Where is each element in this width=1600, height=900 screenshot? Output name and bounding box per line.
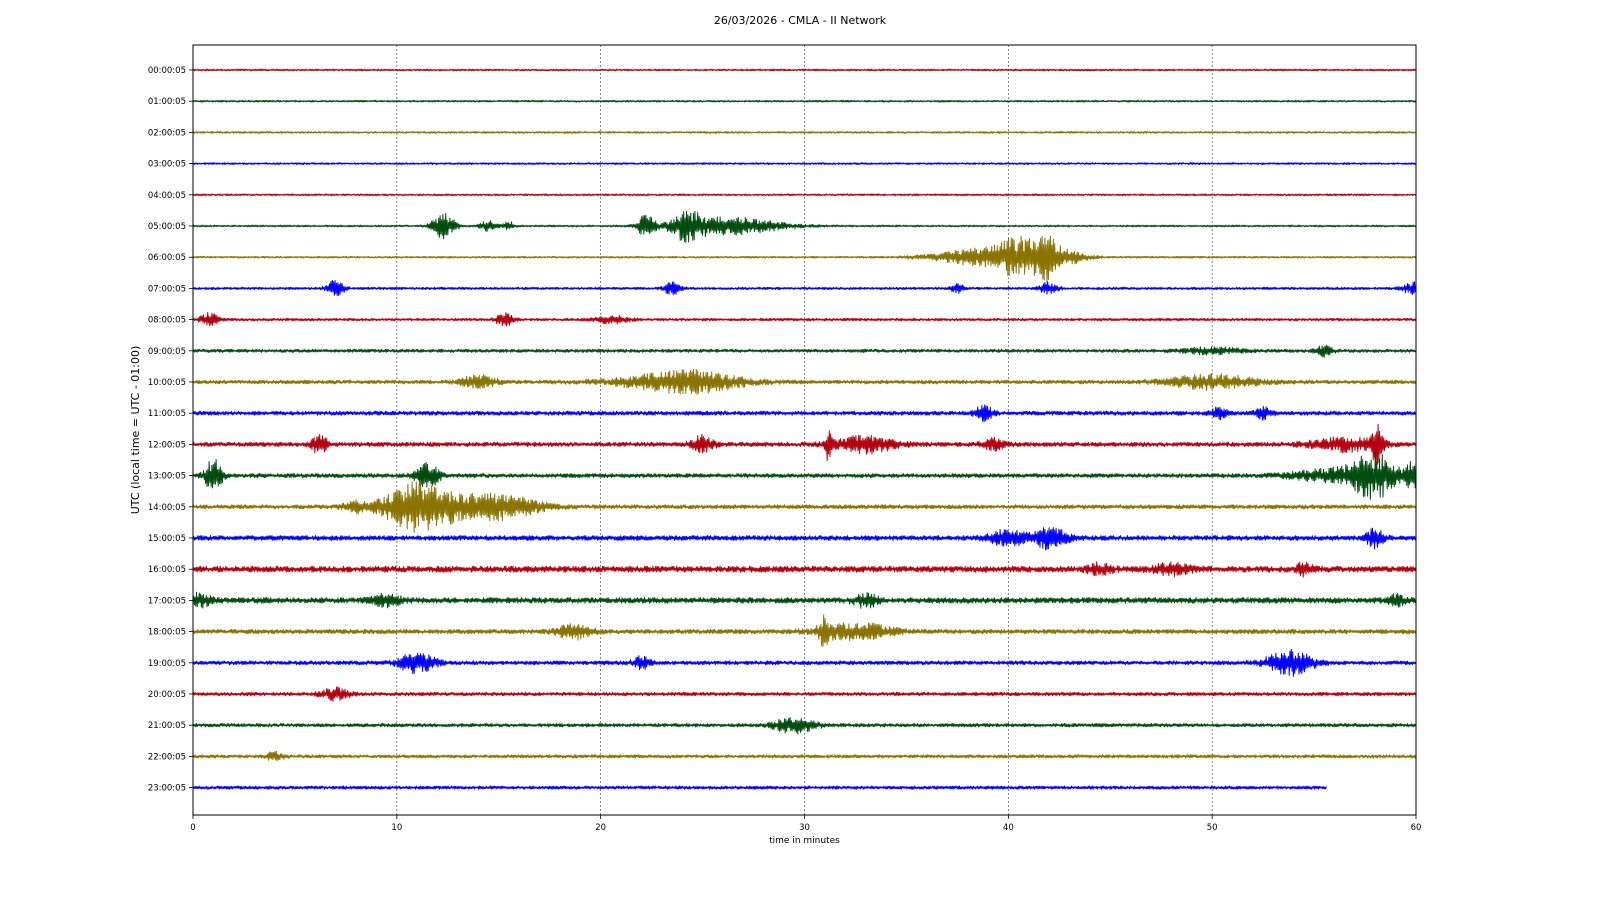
y-tick-label: 05:00:05 xyxy=(148,222,186,232)
trace-row-11:00:05 xyxy=(192,404,1417,423)
x-tick-label: 50 xyxy=(1207,823,1218,833)
trace-row-04:00:05 xyxy=(192,193,1417,197)
y-tick-label: 08:00:05 xyxy=(148,316,186,326)
y-tick-label: 01:00:05 xyxy=(148,97,186,107)
trace-row-17:00:05 xyxy=(192,591,1417,609)
seismic-traces xyxy=(192,68,1417,790)
trace-row-23:00:05 xyxy=(192,785,1327,790)
y-tick-label: 18:00:05 xyxy=(148,628,186,638)
y-tick-label: 20:00:05 xyxy=(148,690,186,700)
y-tick-label: 16:00:05 xyxy=(148,565,186,575)
y-axis-label: UTC (local time = UTC - 01:00) xyxy=(129,346,142,515)
x-tick-label: 60 xyxy=(1411,823,1422,833)
chart-title: 26/03/2026 - CMLA - II Network xyxy=(713,14,887,27)
trace-row-07:00:05 xyxy=(192,279,1417,296)
trace-row-13:00:05 xyxy=(192,451,1417,500)
trace-row-22:00:05 xyxy=(192,750,1417,762)
y-tick-label: 11:00:05 xyxy=(148,409,186,419)
y-tick-label: 22:00:05 xyxy=(148,752,186,762)
x-tick-label: 10 xyxy=(391,823,402,833)
trace-row-03:00:05 xyxy=(192,162,1417,165)
trace-row-10:00:05 xyxy=(192,368,1417,395)
trace-row-21:00:05 xyxy=(192,716,1417,735)
trace-row-08:00:05 xyxy=(192,312,1417,327)
y-tick-label: 15:00:05 xyxy=(148,534,186,544)
trace-row-05:00:05 xyxy=(192,210,1417,243)
y-tick-label: 21:00:05 xyxy=(148,721,186,731)
y-tick-label: 13:00:05 xyxy=(148,472,186,482)
y-axis: 00:00:05 01:00:05 02:00:05 03:00:05 04:00:05… xyxy=(148,66,193,794)
grid-lines xyxy=(396,45,1213,815)
y-tick-label: 03:00:05 xyxy=(148,160,186,170)
x-tick-label: 0 xyxy=(190,823,195,833)
trace-row-16:00:05 xyxy=(192,561,1417,578)
trace-row-01:00:05 xyxy=(192,99,1417,103)
y-tick-label: 14:00:05 xyxy=(148,503,186,513)
y-tick-label: 00:00:05 xyxy=(148,66,186,76)
x-tick-label: 30 xyxy=(799,823,810,833)
trace-row-15:00:05 xyxy=(192,527,1417,551)
trace-row-02:00:05 xyxy=(192,131,1417,134)
trace-row-14:00:05 xyxy=(192,480,1417,533)
y-tick-label: 02:00:05 xyxy=(148,128,186,138)
y-tick-label: 07:00:05 xyxy=(148,284,186,294)
x-tick-label: 20 xyxy=(595,823,606,833)
trace-row-06:00:05 xyxy=(192,235,1417,283)
y-tick-label: 09:00:05 xyxy=(148,347,186,357)
y-tick-label: 19:00:05 xyxy=(148,659,186,669)
y-tick-label: 04:00:05 xyxy=(148,191,186,201)
x-axis-label: time in minutes xyxy=(769,836,840,846)
y-tick-label: 06:00:05 xyxy=(148,253,186,263)
trace-row-12:00:05 xyxy=(192,423,1417,467)
y-tick-label: 12:00:05 xyxy=(148,440,186,450)
y-tick-label: 10:00:05 xyxy=(148,378,186,388)
trace-row-18:00:05 xyxy=(192,614,1417,647)
y-tick-label: 23:00:05 xyxy=(148,784,186,794)
y-tick-label: 17:00:05 xyxy=(148,596,186,606)
x-axis: 0 10 20 30 40 50 60 xyxy=(190,815,1421,833)
trace-row-00:00:05 xyxy=(192,68,1417,72)
trace-row-19:00:05 xyxy=(192,648,1417,677)
trace-row-09:00:05 xyxy=(192,344,1417,358)
trace-row-20:00:05 xyxy=(192,686,1417,702)
x-tick-label: 40 xyxy=(1003,823,1014,833)
